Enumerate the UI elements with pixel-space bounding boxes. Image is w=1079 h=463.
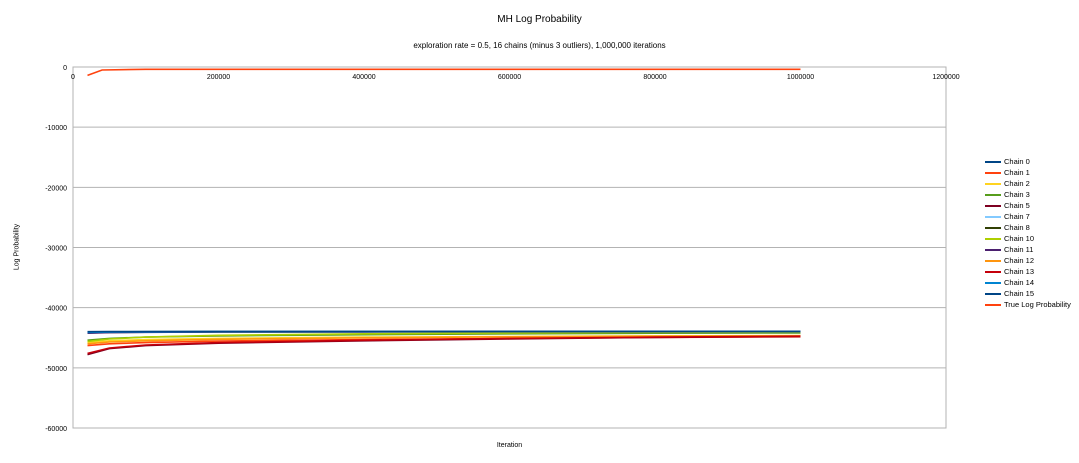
legend-item: Chain 7 (985, 211, 1071, 222)
x-tick-label: 800000 (643, 74, 666, 81)
legend: Chain 0 Chain 1 Chain 2 Chain 3 Chain 5 Chain… (985, 156, 1071, 310)
legend-swatch (985, 259, 1001, 262)
x-tick-label: 600000 (498, 74, 521, 81)
legend-label: Chain 15 (1004, 289, 1035, 298)
x-axis-label: Iteration (496, 442, 523, 449)
legend-swatch (985, 248, 1001, 251)
series-line-true-log-probability (87, 68, 801, 77)
legend-item: Chain 2 (985, 178, 1071, 189)
legend-label: Chain 5 (1004, 201, 1030, 210)
legend-item: Chain 14 (985, 277, 1071, 288)
x-tick-labels: 0 200000 400000 600000 800000 1000000 1200000 (71, 74, 960, 81)
y-tick-label: -30000 (45, 246, 67, 253)
legend-item: Chain 11 (985, 244, 1071, 255)
x-tick-label: 1200000 (932, 74, 959, 81)
legend-swatch (985, 182, 1001, 185)
legend-item: Chain 13 (985, 266, 1071, 277)
legend-label: Chain 7 (1004, 212, 1030, 221)
legend-swatch (985, 281, 1001, 284)
y-tick-label: -10000 (45, 125, 67, 132)
legend-swatch (985, 171, 1001, 174)
legend-swatch (985, 193, 1001, 196)
legend-swatch (985, 292, 1001, 295)
chart-title: MH Log Probability (497, 14, 582, 25)
legend-label: Chain 1 (1004, 168, 1030, 177)
legend-item: Chain 0 (985, 156, 1071, 167)
legend-swatch (985, 226, 1001, 229)
legend-swatch (985, 270, 1001, 273)
legend-label: True Log Probability (1004, 300, 1071, 309)
legend-label: Chain 11 (1004, 245, 1034, 254)
legend-item: Chain 5 (985, 200, 1071, 211)
x-tick-label: 400000 (352, 74, 375, 81)
legend-swatch (985, 204, 1001, 207)
y-axis-label: Log Probability (13, 223, 21, 271)
x-tick-label: 200000 (207, 74, 230, 81)
legend-swatch (985, 160, 1001, 163)
legend-item: Chain 15 (985, 288, 1071, 299)
y-tick-label: -50000 (45, 366, 67, 373)
legend-swatch (985, 237, 1001, 240)
y-tick-label: 0 (63, 65, 67, 72)
legend-label: Chain 12 (1004, 256, 1035, 265)
legend-item: Chain 12 (985, 255, 1071, 266)
legend-item: Chain 1 (985, 167, 1071, 178)
legend-label: Chain 0 (1004, 157, 1030, 166)
legend-item: Chain 8 (985, 222, 1071, 233)
legend-swatch (985, 303, 1001, 306)
legend-label: Chain 14 (1004, 278, 1035, 287)
legend-item: True Log Probability (985, 299, 1071, 310)
series-line-chain-12 (87, 335, 801, 345)
x-tick-label: 0 (71, 74, 75, 81)
y-tick-label: -40000 (45, 306, 67, 313)
legend-item: Chain 10 (985, 233, 1071, 244)
grid-lines (73, 66, 946, 429)
legend-label: Chain 3 (1004, 190, 1030, 199)
legend-item: Chain 3 (985, 189, 1071, 200)
x-tick-label: 1000000 (787, 74, 814, 81)
plot-area (72, 66, 947, 429)
chart-subtitle: exploration rate = 0.5, 16 chains (minus… (413, 41, 666, 50)
legend-label: Chain 2 (1004, 179, 1030, 188)
legend-label: Chain 8 (1004, 223, 1030, 232)
y-tick-label: -60000 (45, 426, 67, 433)
legend-label: Chain 10 (1004, 234, 1035, 243)
series-line-chain-13 (87, 335, 801, 355)
y-tick-labels: 0 -10000 -20000 -30000 -40000 -50000 -60000 (45, 65, 67, 433)
legend-label: Chain 13 (1004, 267, 1035, 276)
series-lines (87, 68, 801, 356)
y-tick-label: -20000 (45, 185, 67, 192)
legend-swatch (985, 215, 1001, 218)
